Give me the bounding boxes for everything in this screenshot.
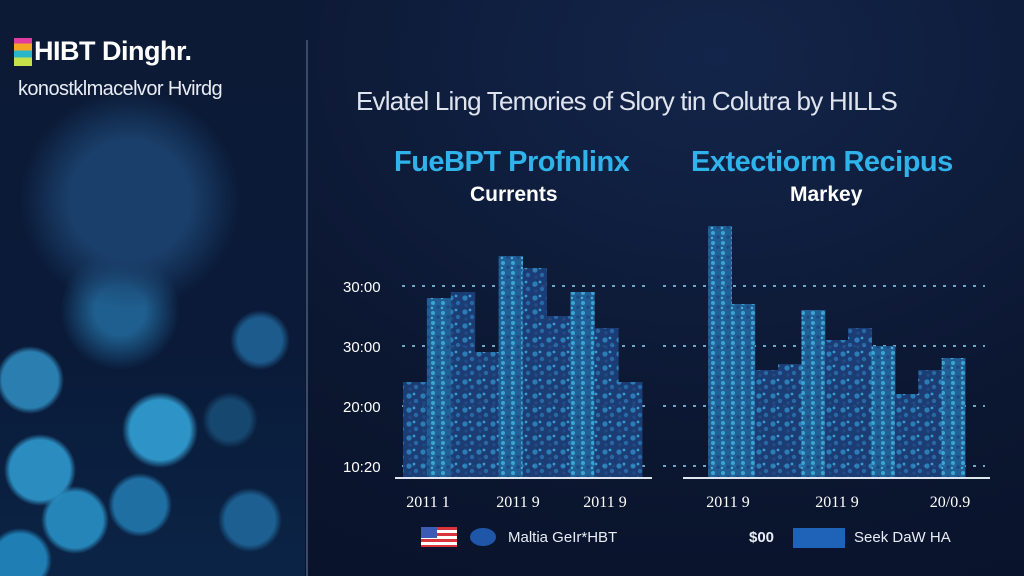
- bar: [941, 358, 966, 478]
- y-tick-label: 20:00: [343, 399, 381, 416]
- tagline: konostklmacelvor Hvirdg: [18, 78, 223, 100]
- x-tick-label: 2011 9: [706, 494, 749, 511]
- x-tick-label: 2011 9: [583, 494, 626, 511]
- bar: [618, 382, 643, 478]
- bar: [731, 304, 756, 478]
- bar: [708, 226, 732, 478]
- bar: [474, 352, 500, 478]
- legend-2-prefix: $00: [749, 529, 775, 546]
- bar: [403, 382, 428, 478]
- x-tick-label: 2011 9: [496, 494, 539, 511]
- bar: [498, 256, 523, 478]
- bar: [546, 316, 571, 478]
- x-tick-label: 2011 9: [815, 494, 858, 511]
- bar: [570, 292, 595, 478]
- logo-icon: [14, 37, 32, 66]
- chart-2-title: Extectiorm Recipus: [691, 146, 953, 178]
- bar: [426, 298, 452, 478]
- x-tick-label: 20/0.9: [930, 494, 970, 511]
- divider: [306, 40, 308, 576]
- bar: [450, 292, 476, 478]
- bar: [754, 370, 779, 478]
- decorative-bokeh-panel: [0, 0, 305, 576]
- legend-1-label: Maltia GeIr*HBT: [508, 529, 618, 546]
- chart-1-title: FueBPT Profnlinx: [394, 146, 630, 178]
- bar: [778, 364, 802, 478]
- logo-text: HIBT Dinghr.: [34, 36, 192, 66]
- legend-2-label: Seek DaW HA: [854, 529, 951, 546]
- y-tick-label: 10:20: [343, 459, 381, 476]
- y-tick-label: 30:00: [343, 339, 381, 356]
- bar: [522, 268, 547, 478]
- logo: HIBT Dinghr.: [14, 36, 192, 67]
- bar: [894, 394, 919, 478]
- chart-1-subtitle: Currents: [470, 183, 558, 206]
- bar: [824, 340, 849, 478]
- us-flag-icon: [421, 527, 457, 547]
- chat-bubble-icon: [470, 528, 496, 546]
- bar: [801, 310, 826, 478]
- bar: [871, 346, 896, 478]
- chart-2-subtitle: Markey: [790, 183, 863, 206]
- bar: [848, 328, 873, 478]
- y-tick-label: 30:00: [343, 279, 381, 296]
- bar: [918, 370, 943, 478]
- page-title: Evlatel Ling Temories of Slory tin Colut…: [356, 86, 898, 116]
- eu-flag-icon: [793, 528, 845, 548]
- bar: [594, 328, 619, 478]
- x-tick-label: 2011 1: [406, 494, 449, 511]
